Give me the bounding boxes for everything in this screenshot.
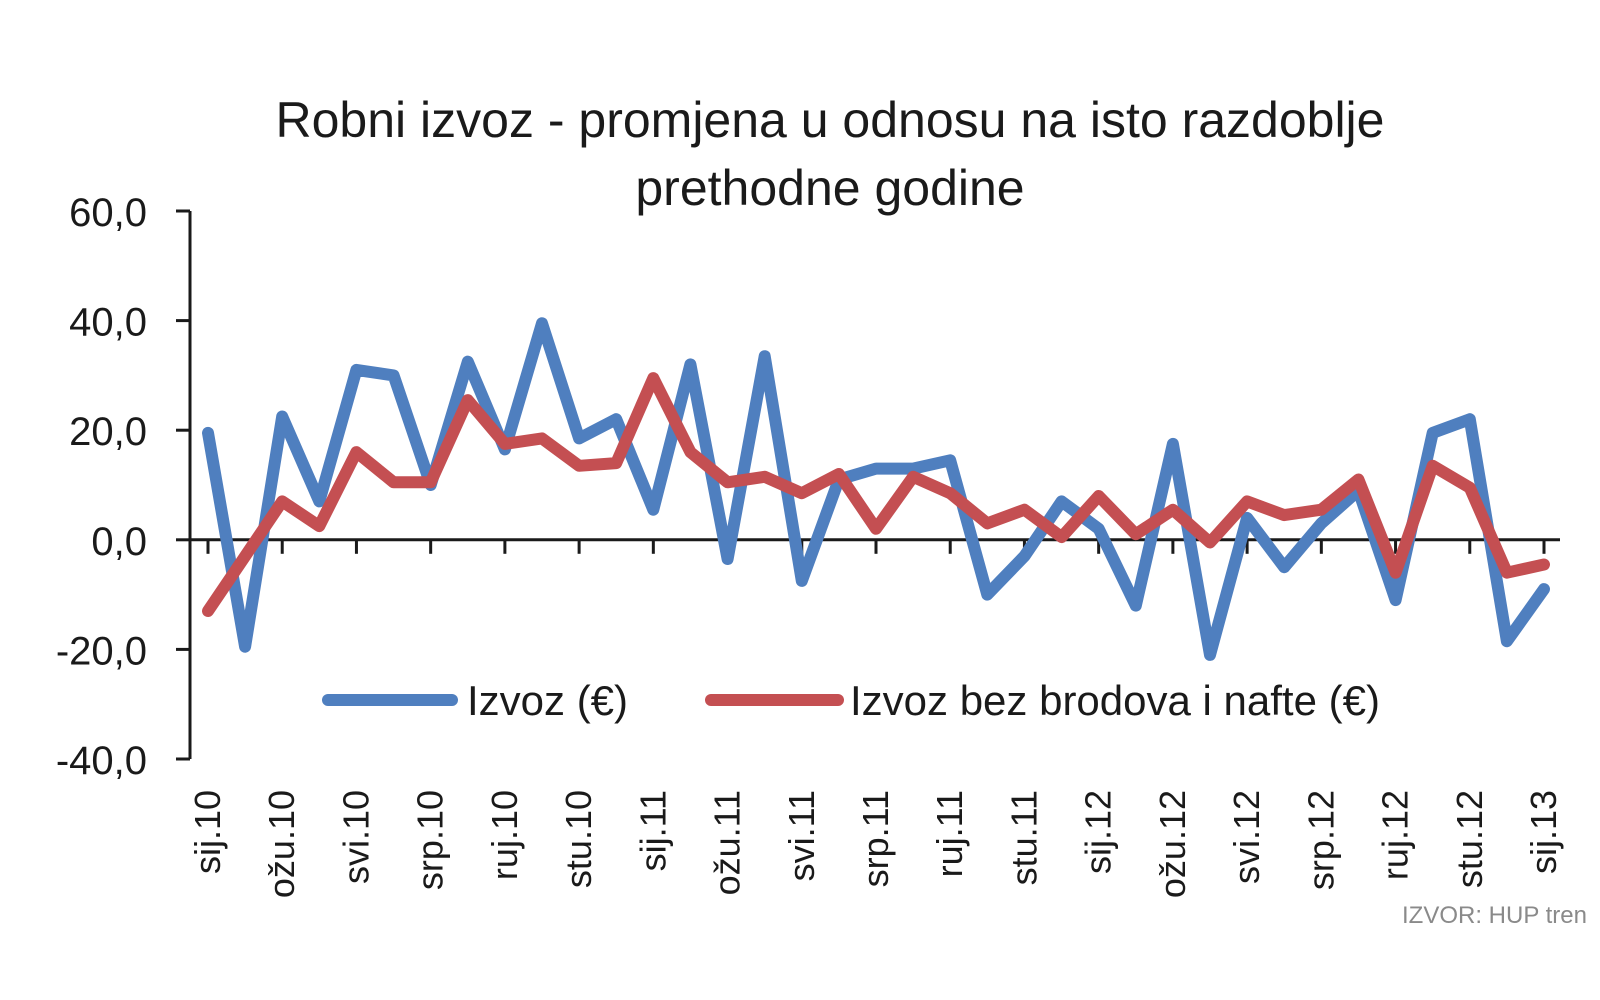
x-tick-label: svi.12	[1226, 790, 1267, 884]
x-tick-label: sij.10	[187, 790, 228, 874]
x-tick-label: stu.11	[1003, 790, 1044, 885]
source-note: IZVOR: HUP tren	[1402, 902, 1587, 929]
legend: Izvoz (€) Izvoz bez brodova i nafte (€)	[322, 677, 1380, 724]
y-tick-label: 0,0	[91, 520, 147, 564]
series-line-2	[202, 372, 1550, 617]
legend-label-2: Izvoz bez brodova i nafte (€)	[850, 677, 1380, 724]
x-tick-label: stu.12	[1449, 790, 1490, 888]
x-tick-label: sij.11	[632, 790, 673, 871]
x-tick-label: ruj.12	[1375, 790, 1416, 880]
y-tick-label: 60,0	[69, 191, 147, 235]
x-tick-label: ožu.12	[1152, 790, 1193, 898]
x-tick-label: srp.10	[410, 790, 451, 890]
legend-label-1: Izvoz (€)	[467, 677, 628, 724]
x-tick-label: sij.13	[1523, 790, 1564, 874]
x-tick-label: ožu.10	[261, 790, 302, 898]
x-tick-label: svi.10	[335, 790, 376, 884]
x-tick-label: srp.12	[1300, 790, 1341, 890]
chart-title-line-1: Robni izvoz - promjena u odnosu na isto …	[276, 92, 1385, 148]
x-tick-label: sij.12	[1078, 790, 1119, 874]
x-tick-label: svi.11	[781, 790, 822, 881]
x-tick-label: ožu.11	[707, 790, 748, 895]
series-lines	[202, 317, 1550, 661]
y-tick-label: -20,0	[56, 629, 147, 673]
x-axis: sij.10 ožu.10 svi.10 srp.10 ruj.10 stu.10 sij.…	[187, 538, 1564, 898]
y-tick-label: 20,0	[69, 410, 147, 454]
x-tick-label: stu.10	[558, 790, 599, 888]
x-tick-label: ruj.10	[484, 790, 525, 880]
y-tick-label: -40,0	[56, 739, 147, 783]
y-tick-label: 40,0	[69, 301, 147, 345]
x-tick-label: srp.11	[855, 790, 896, 887]
chart-title-line-2: prethodne godine	[635, 160, 1024, 216]
y-axis: 60,0 40,0 20,0 0,0 -20,0 -40,0	[56, 191, 192, 783]
x-tick-label: ruj.11	[929, 790, 970, 877]
